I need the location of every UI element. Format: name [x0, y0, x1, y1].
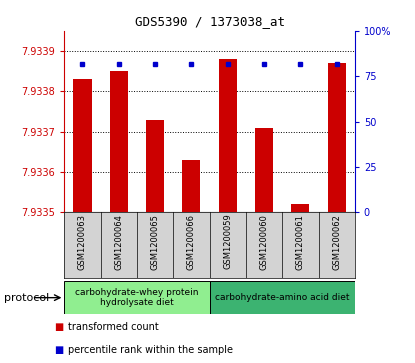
Bar: [255, 128, 273, 212]
Text: GSM1200064: GSM1200064: [114, 214, 123, 270]
Text: GSM1200063: GSM1200063: [78, 214, 87, 270]
Bar: [146, 119, 164, 212]
Text: GSM1200065: GSM1200065: [151, 214, 160, 270]
Bar: [73, 79, 92, 212]
Text: GSM1200066: GSM1200066: [187, 214, 196, 270]
Text: carbohydrate-whey protein
hydrolysate diet: carbohydrate-whey protein hydrolysate di…: [75, 288, 199, 307]
Bar: [327, 63, 346, 212]
Bar: [182, 160, 200, 212]
Text: ■: ■: [54, 345, 63, 355]
Text: GSM1200059: GSM1200059: [223, 214, 232, 269]
Text: percentile rank within the sample: percentile rank within the sample: [68, 345, 234, 355]
Text: carbohydrate-amino acid diet: carbohydrate-amino acid diet: [215, 293, 349, 302]
Title: GDS5390 / 1373038_at: GDS5390 / 1373038_at: [134, 15, 285, 28]
Text: protocol: protocol: [4, 293, 49, 303]
Text: GSM1200062: GSM1200062: [332, 214, 341, 270]
Text: ■: ■: [54, 322, 63, 332]
Text: GSM1200061: GSM1200061: [296, 214, 305, 270]
Bar: [64, 281, 210, 314]
Text: GSM1200060: GSM1200060: [259, 214, 269, 270]
Bar: [110, 71, 128, 212]
Bar: [219, 59, 237, 212]
Bar: [291, 204, 310, 212]
Bar: [210, 281, 355, 314]
Text: transformed count: transformed count: [68, 322, 159, 332]
